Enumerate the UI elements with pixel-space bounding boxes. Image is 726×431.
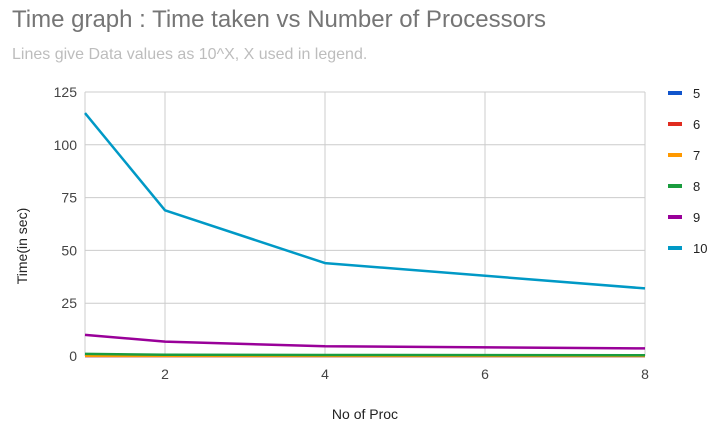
- x-axis-label: No of Proc: [332, 406, 398, 422]
- legend-label-9: 9: [693, 210, 700, 225]
- legend-label-8: 8: [693, 179, 700, 194]
- y-tick-label: 50: [61, 242, 77, 258]
- x-tick-label: 4: [321, 366, 329, 382]
- series-line-10: [84, 112, 646, 290]
- legend-label-6: 6: [693, 117, 700, 132]
- y-axis-label: Time(in sec): [14, 208, 30, 285]
- y-tick-label: 25: [61, 295, 77, 311]
- legend-label-5: 5: [693, 86, 700, 101]
- x-axis-ticks: 2 4 6 8: [161, 366, 649, 382]
- x-tick-label: 2: [161, 366, 169, 382]
- x-tick-label: 8: [641, 366, 649, 382]
- legend-label-7: 7: [693, 148, 700, 163]
- y-tick-label: 100: [54, 137, 78, 153]
- y-axis-ticks: 0 25 50 75 100 125: [54, 84, 78, 364]
- series-lines: [84, 112, 646, 358]
- legend-label-10: 10: [693, 241, 707, 256]
- y-tick-label: 0: [69, 348, 77, 364]
- series-line-9: [84, 333, 646, 350]
- chart-title: Time graph : Time taken vs Number of Pro…: [12, 6, 546, 33]
- y-tick-label: 125: [54, 84, 78, 100]
- grid-lines: [84, 91, 646, 357]
- chart-subtitle: Lines give Data values as 10^X, X used i…: [12, 46, 368, 63]
- x-tick-label: 6: [481, 366, 489, 382]
- series-line-8: [84, 352, 646, 357]
- y-tick-label: 75: [61, 190, 77, 206]
- legend: 5 6 7 8 9 10: [668, 86, 707, 256]
